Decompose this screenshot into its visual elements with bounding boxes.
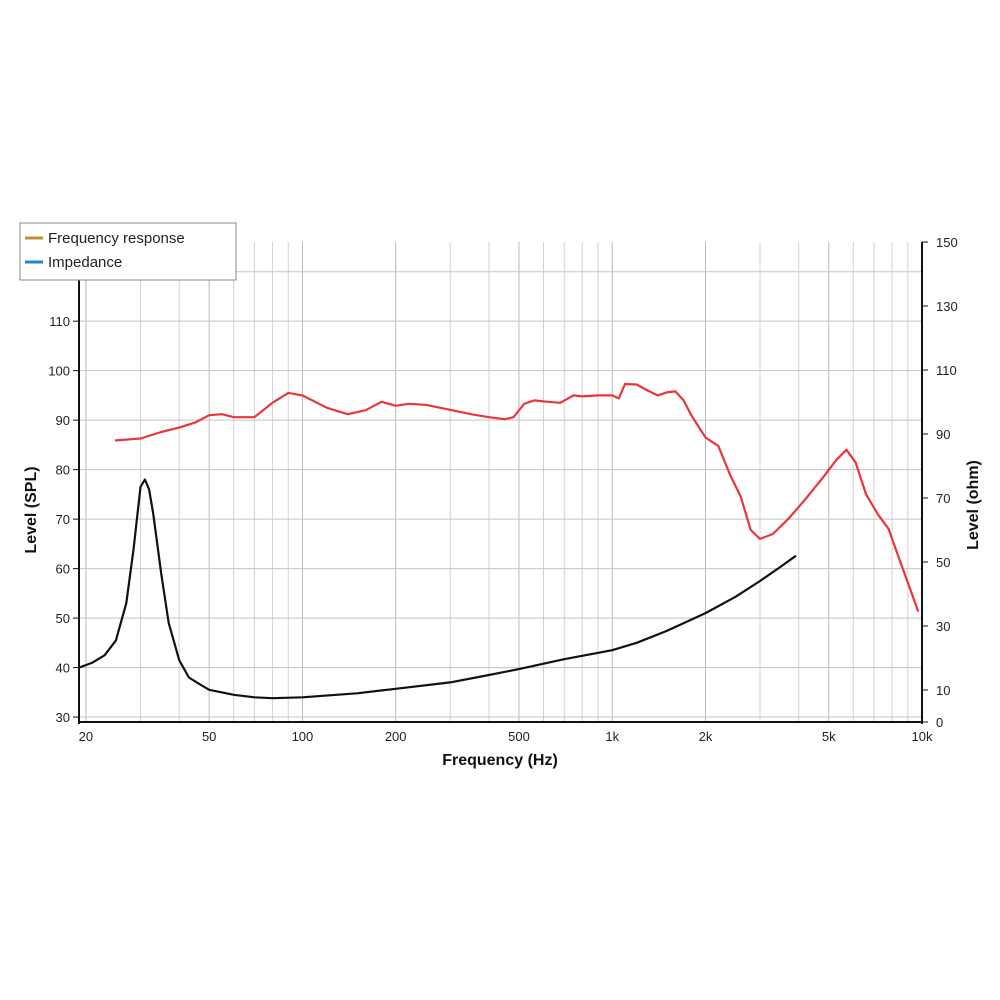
y-tick-label: 40	[56, 661, 70, 676]
x-tick-label: 20	[79, 729, 93, 744]
y-tick-label: 100	[48, 364, 70, 379]
x-tick-label: 50	[202, 729, 216, 744]
plot-axes	[73, 241, 928, 724]
y2-axis-title: Level (ohm)	[965, 460, 982, 550]
y2-tick-label: 30	[936, 619, 950, 634]
x-axis-title: Frequency (Hz)	[442, 752, 558, 769]
series-black-curve	[77, 478, 797, 700]
y2-tick-label: 150	[936, 235, 958, 250]
y-tick-label: 50	[56, 611, 70, 626]
x-tick-label: 2k	[699, 729, 713, 744]
x-tick-label: 5k	[822, 729, 836, 744]
x-tick-label: 200	[385, 729, 407, 744]
y2-tick-label: 0	[936, 715, 943, 730]
y2-tick-label: 10	[936, 683, 950, 698]
y2-tick-label: 50	[936, 555, 950, 570]
x-tick-label: 1k	[605, 729, 619, 744]
legend-box	[19, 222, 237, 281]
y-tick-label: 90	[56, 413, 70, 428]
plot-grid	[79, 242, 922, 722]
y-tick-label: 30	[56, 710, 70, 725]
x-tick-label: 10k	[912, 729, 933, 744]
legend-label-frequency-response: Frequency response	[48, 230, 185, 247]
plot-series	[77, 382, 919, 700]
x-tick-label: 100	[292, 729, 314, 744]
y2-tick-label: 130	[936, 299, 958, 314]
y-tick-label: 60	[56, 562, 70, 577]
y-tick-label: 80	[56, 463, 70, 478]
y-tick-label: 110	[49, 314, 70, 329]
y2-tick-label: 110	[936, 363, 957, 378]
tick-labels: 20 50 100 200 500 1k 2k 5k 10k304050607080901001…	[48, 235, 957, 744]
x-tick-label: 500	[508, 729, 530, 744]
series-red-curve	[114, 382, 919, 612]
legend-label-impedance: Impedance	[48, 254, 122, 271]
y-axis-title: Level (SPL)	[23, 466, 40, 553]
y-tick-label: 70	[56, 512, 70, 527]
y2-tick-label: 70	[936, 491, 950, 506]
legend: Frequency response Impedance	[19, 222, 237, 281]
y2-tick-label: 90	[936, 427, 950, 442]
